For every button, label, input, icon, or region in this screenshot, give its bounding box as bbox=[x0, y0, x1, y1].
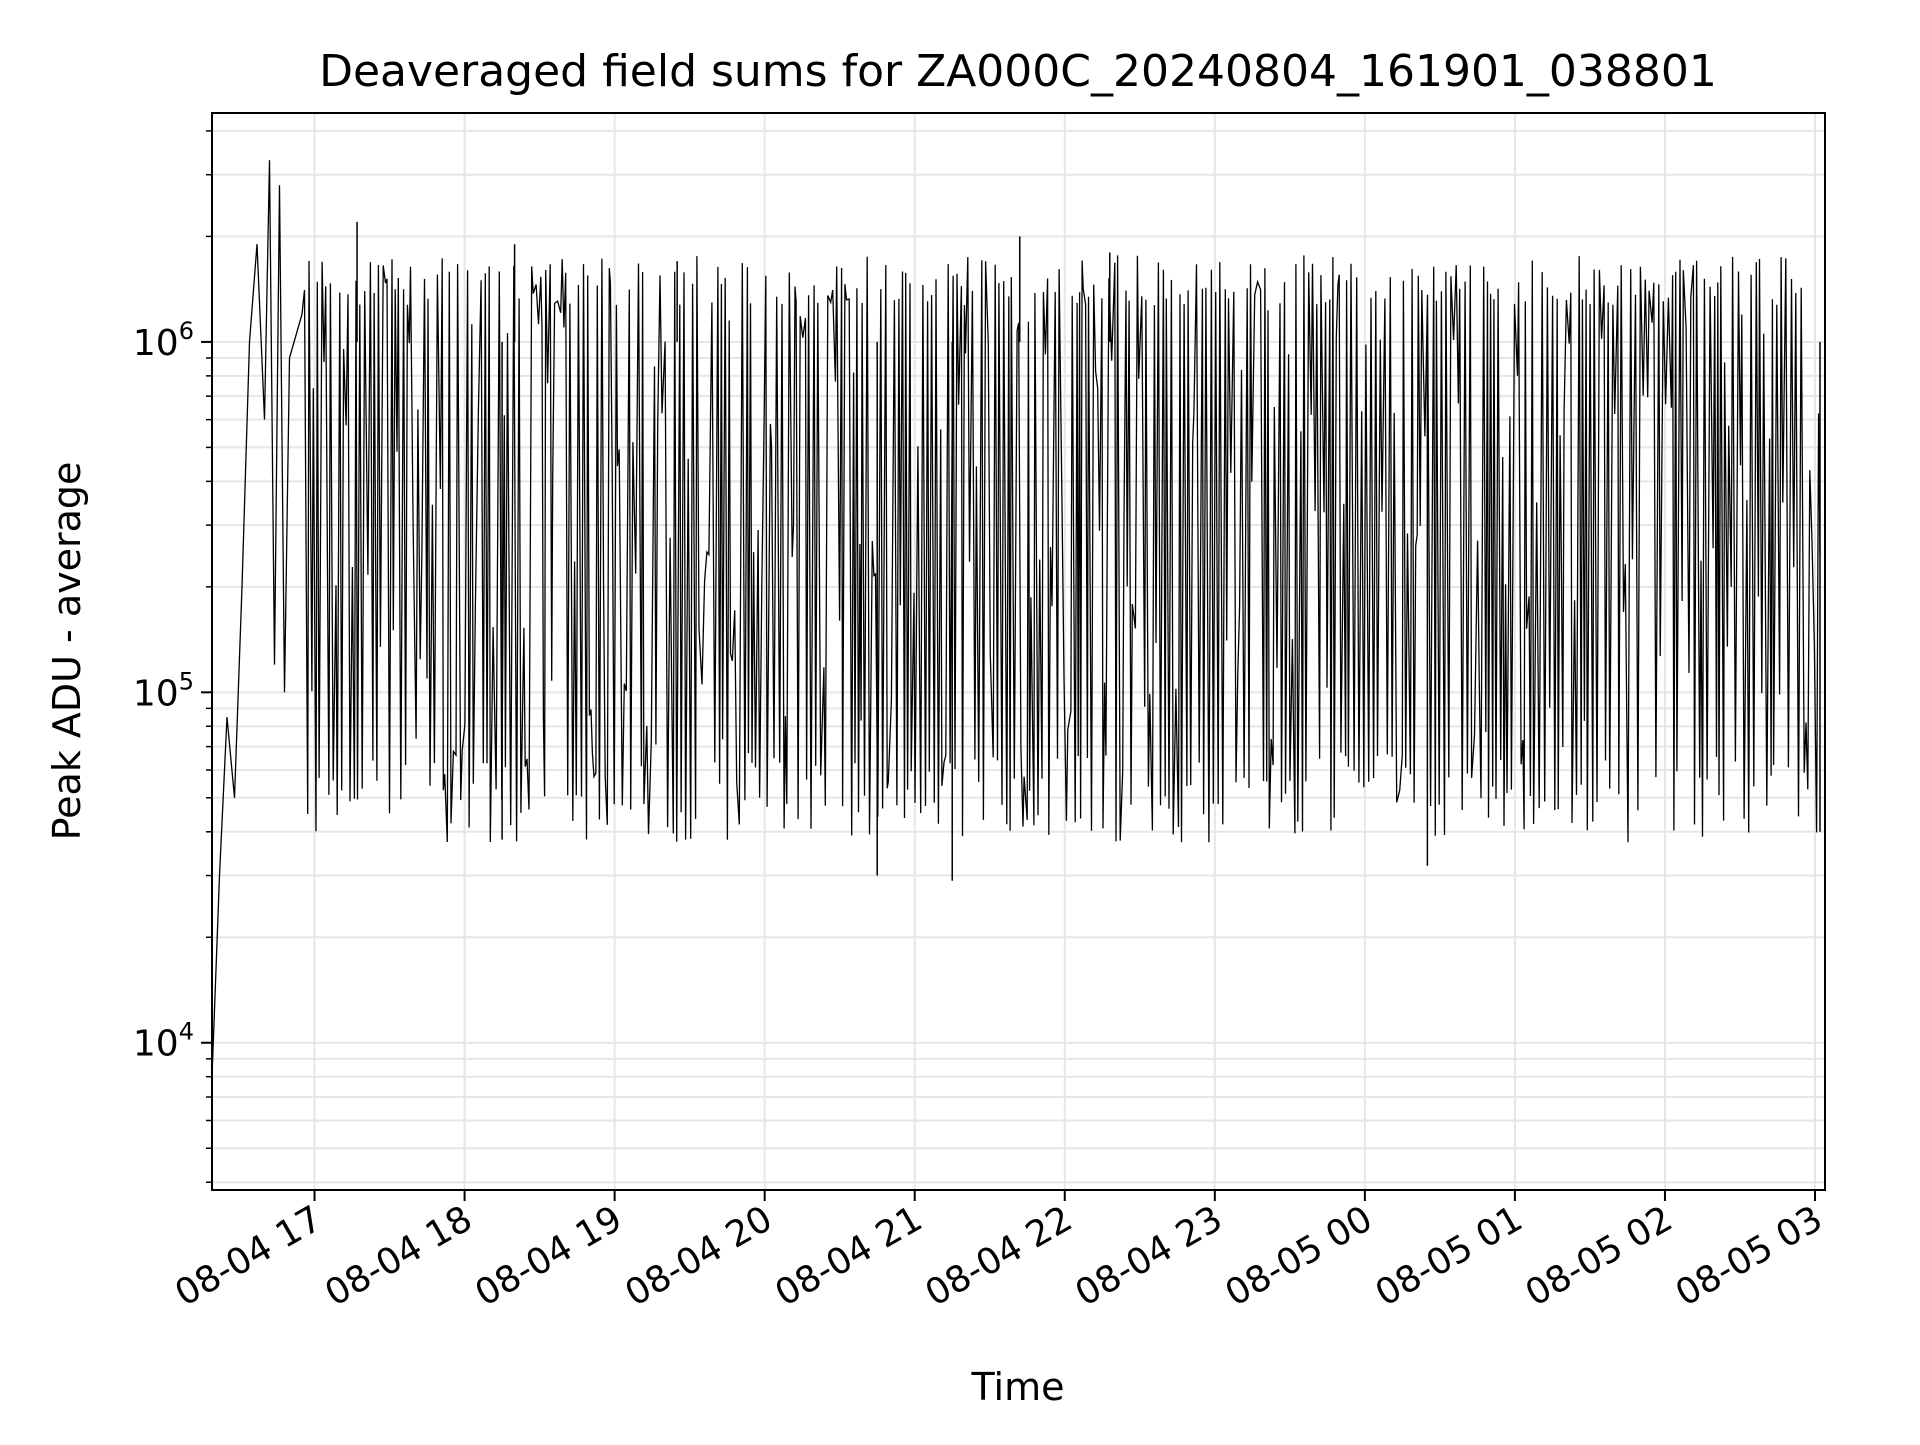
series-layer bbox=[211, 160, 1821, 1077]
grid-layer bbox=[212, 113, 1825, 1190]
y-axis-label: Peak ADU - average bbox=[45, 462, 89, 841]
chart-title: Deaveraged field sums for ZA000C_2024080… bbox=[319, 46, 1717, 97]
x-tick-label: 08-04 20 bbox=[618, 1198, 779, 1314]
x-tick-label: 08-04 23 bbox=[1069, 1198, 1230, 1314]
x-tick-label: 08-05 03 bbox=[1669, 1198, 1830, 1314]
x-tick-label: 08-04 19 bbox=[468, 1198, 629, 1314]
x-tick-label: 08-05 02 bbox=[1519, 1198, 1680, 1314]
y-tick-label: 106 bbox=[133, 317, 194, 364]
y-tick-label: 104 bbox=[133, 1018, 194, 1065]
x-tick-label: 08-05 00 bbox=[1219, 1198, 1380, 1314]
plot-frame bbox=[211, 112, 1826, 1191]
x-tick-label: 08-04 22 bbox=[919, 1198, 1080, 1314]
x-tick-label: 08-04 17 bbox=[168, 1198, 329, 1314]
x-tick-label: 08-04 21 bbox=[769, 1198, 930, 1314]
series-line bbox=[211, 160, 1821, 1077]
y-tick-label: 105 bbox=[133, 667, 194, 714]
x-tick-label: 08-04 18 bbox=[318, 1198, 479, 1314]
x-axis-label: Time bbox=[971, 1365, 1065, 1409]
x-tick-label: 08-05 01 bbox=[1369, 1198, 1530, 1314]
